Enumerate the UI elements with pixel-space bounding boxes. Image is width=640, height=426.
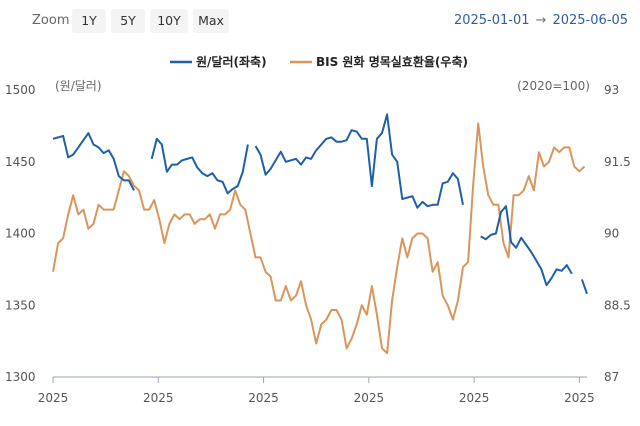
series-usdkrw-line — [150, 137, 249, 195]
legend: 원/달러(좌축) BIS 원화 명목실효환율(우축) — [170, 54, 468, 69]
series-usdkrw-line — [254, 113, 464, 209]
legend-usdkrw-label: 원/달러(좌축) — [196, 54, 267, 69]
left-tick-label: 1400 — [5, 227, 36, 241]
zoom-1y-button[interactable]: 1Y — [72, 9, 106, 33]
x-tick-label: 2025 — [459, 391, 490, 405]
right-tick-label: 87 — [604, 370, 619, 384]
zoom-10y-button[interactable]: 10Y — [150, 9, 188, 33]
left-axis-unit: (원/달러) — [55, 79, 102, 93]
left-axis-ticks: 1500 1450 1400 1350 1300 — [5, 83, 36, 384]
right-axis-ticks: 93 91.5 90 88.5 87 — [604, 83, 631, 384]
x-tick-label: 2025 — [143, 391, 174, 405]
right-tick-label: 91.5 — [604, 155, 631, 169]
series-usdkrw-line — [580, 279, 588, 295]
chart-toolbar: Zoom 1Y 5Y 10Y Max 2025-01-01 → 2025-06-05 — [0, 0, 640, 44]
right-tick-label: 90 — [604, 227, 619, 241]
right-tick-label: 88.5 — [604, 298, 631, 312]
range-arrow-icon: → — [535, 13, 547, 28]
series-layer — [52, 113, 588, 355]
legend-reer-label: BIS 원화 명목실효환율(우축) — [316, 54, 468, 69]
series-usdkrw-line — [480, 205, 573, 287]
x-tick-label: 2025 — [248, 391, 279, 405]
series-reer-line — [52, 122, 586, 355]
date-range: 2025-01-01 → 2025-06-05 — [454, 13, 628, 28]
left-tick-label: 1450 — [5, 155, 36, 169]
series-usdkrw-line — [52, 132, 135, 191]
x-tick-label: 2025 — [354, 391, 385, 405]
left-tick-label: 1300 — [5, 370, 36, 384]
zoom-max-button[interactable]: Max — [193, 9, 229, 33]
range-end-date[interactable]: 2025-06-05 — [552, 13, 628, 28]
left-tick-label: 1350 — [5, 298, 36, 312]
zoom-label: Zoom — [32, 13, 70, 28]
x-tick-label: 2025 — [564, 391, 595, 405]
left-tick-label: 1500 — [5, 83, 36, 97]
right-tick-label: 93 — [604, 83, 619, 97]
right-axis-unit: (2020=100) — [517, 79, 590, 93]
zoom-5y-button[interactable]: 5Y — [111, 9, 145, 33]
x-tick-label: 2025 — [38, 391, 69, 405]
range-start-date[interactable]: 2025-01-01 — [453, 13, 530, 28]
x-axis-ticks: 2025 2025 2025 2025 2025 2025 — [38, 376, 595, 405]
